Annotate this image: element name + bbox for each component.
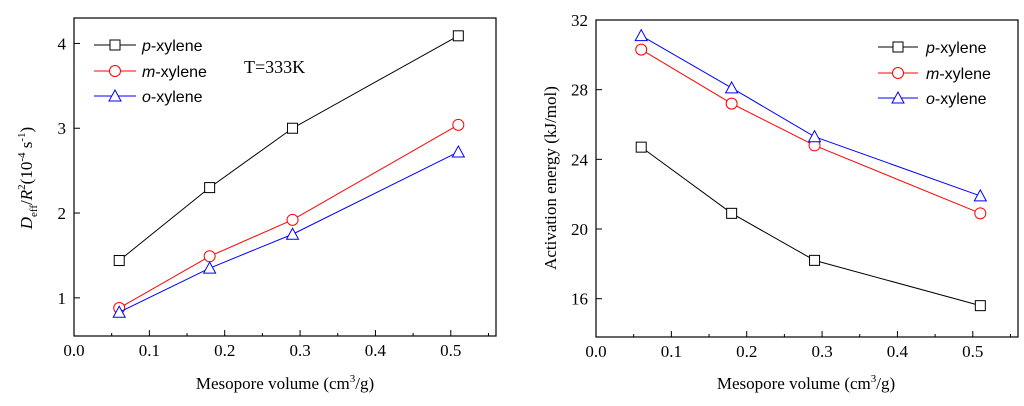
left-m-xylene-line xyxy=(118,124,459,309)
right-y-tick-label: 24 xyxy=(571,150,589,169)
right-p-xylene-point xyxy=(974,300,986,312)
right-x-tick-label: 0.4 xyxy=(887,342,909,361)
right-m-xylene-line xyxy=(640,49,981,214)
left-chart: 0.0 0.1 0.2 0.3 0.4 0.5 1 2 3 4 p-xylene m-xylen… xyxy=(16,17,497,393)
left-y-tick-label: 2 xyxy=(58,204,67,223)
left-legend-square-marker xyxy=(109,39,121,51)
right-x-tick-label: 0.1 xyxy=(661,342,682,361)
left-m-xylene-point xyxy=(203,250,216,263)
left-y-axis-title: Deff/R2(10-4 s-1) xyxy=(16,127,40,230)
left-y-tick-label: 1 xyxy=(58,289,67,308)
right-legend-triangle-marker xyxy=(891,90,905,104)
left-x-tick-label: 0.5 xyxy=(440,341,461,360)
right-y-ticks: 16 20 24 28 32 xyxy=(571,11,602,309)
right-x-tick-label: 0.3 xyxy=(811,342,832,361)
right-x-axis-title: Mesopore volume (cm3/g) xyxy=(717,373,895,393)
right-y-tick-label: 16 xyxy=(571,290,588,309)
right-legend-circle-marker xyxy=(892,67,904,79)
right-p-xylene-point xyxy=(726,207,738,219)
left-x-tick-label: 0.2 xyxy=(214,341,235,360)
left-x-tick-label: 0.0 xyxy=(63,341,84,360)
left-x-tick-label: 0.4 xyxy=(365,341,387,360)
left-o-xylene-point xyxy=(112,305,127,318)
left-x-axis-title: Mesopore volume (cm3/g) xyxy=(196,373,374,393)
right-legend-o-xylene: o-xylene xyxy=(926,91,987,108)
left-o-xylene-point xyxy=(451,144,466,158)
right-p-xylene-point xyxy=(635,141,647,153)
left-p-xylene-point xyxy=(287,122,299,134)
right-series xyxy=(634,28,988,312)
left-p-xylene-line xyxy=(118,35,459,261)
right-o-xylene-point xyxy=(724,80,739,94)
right-p-xylene-line xyxy=(640,146,981,307)
right-legend-p-xylene: p-xylene xyxy=(925,40,987,57)
right-chart: 0.0 0.1 0.2 0.3 0.4 0.5 16 20 24 28 32 p-xylene m… xyxy=(541,11,1019,393)
right-o-xylene-point xyxy=(807,129,822,143)
left-legend: p-xylene m-xylene o-xylene xyxy=(94,38,207,106)
left-p-xylene-point xyxy=(113,255,125,267)
left-plot-frame xyxy=(73,17,497,337)
right-y-tick-label: 32 xyxy=(571,11,588,30)
left-legend-circle-marker xyxy=(109,65,121,77)
left-o-xylene-line xyxy=(118,151,459,313)
left-x-tick-label: 0.1 xyxy=(139,341,160,360)
right-x-tick-label: 0.5 xyxy=(962,342,983,361)
right-y-tick-label: 28 xyxy=(571,81,588,100)
left-x-tick-label: 0.3 xyxy=(289,341,310,360)
temperature-annotation: T=333K xyxy=(244,57,305,77)
right-m-xylene-point xyxy=(725,97,738,110)
right-plot-frame xyxy=(595,19,1019,338)
right-x-ticks: 0.0 0.1 0.2 0.3 0.4 0.5 xyxy=(585,331,1011,361)
left-m-xylene-point xyxy=(452,118,465,131)
left-o-xylene-point xyxy=(202,261,217,274)
left-legend-m-xylene: m-xylene xyxy=(142,64,207,81)
left-p-xylene-point xyxy=(452,30,464,42)
left-x-ticks: 0.0 0.1 0.2 0.3 0.4 0.5 xyxy=(63,330,489,360)
right-x-tick-label: 0.0 xyxy=(585,342,606,361)
right-legend: p-xylene m-xylene o-xylene xyxy=(878,40,991,108)
left-m-xylene-point xyxy=(286,213,299,226)
right-x-tick-label: 0.2 xyxy=(736,342,757,361)
right-o-xylene-point xyxy=(973,188,988,202)
right-m-xylene-point xyxy=(635,43,648,56)
left-series xyxy=(112,30,466,318)
right-y-tick-label: 20 xyxy=(571,220,588,239)
right-o-xylene-line xyxy=(640,35,981,197)
right-p-xylene-point xyxy=(809,254,821,266)
left-o-xylene-point xyxy=(285,227,300,240)
right-o-xylene-point xyxy=(634,28,649,42)
right-m-xylene-point xyxy=(974,207,987,220)
right-y-axis-title: Activation energy (kJ/mol) xyxy=(541,86,560,270)
left-y-ticks: 1 2 3 4 xyxy=(58,34,80,308)
right-legend-square-marker xyxy=(892,41,904,53)
left-y-tick-label: 4 xyxy=(58,34,67,53)
left-legend-o-xylene: o-xylene xyxy=(142,89,203,106)
left-p-xylene-point xyxy=(204,182,216,194)
left-legend-triangle-marker xyxy=(108,88,122,102)
left-legend-p-xylene: p-xylene xyxy=(141,38,203,55)
right-legend-m-xylene: m-xylene xyxy=(926,66,991,83)
left-y-tick-label: 3 xyxy=(58,119,67,138)
